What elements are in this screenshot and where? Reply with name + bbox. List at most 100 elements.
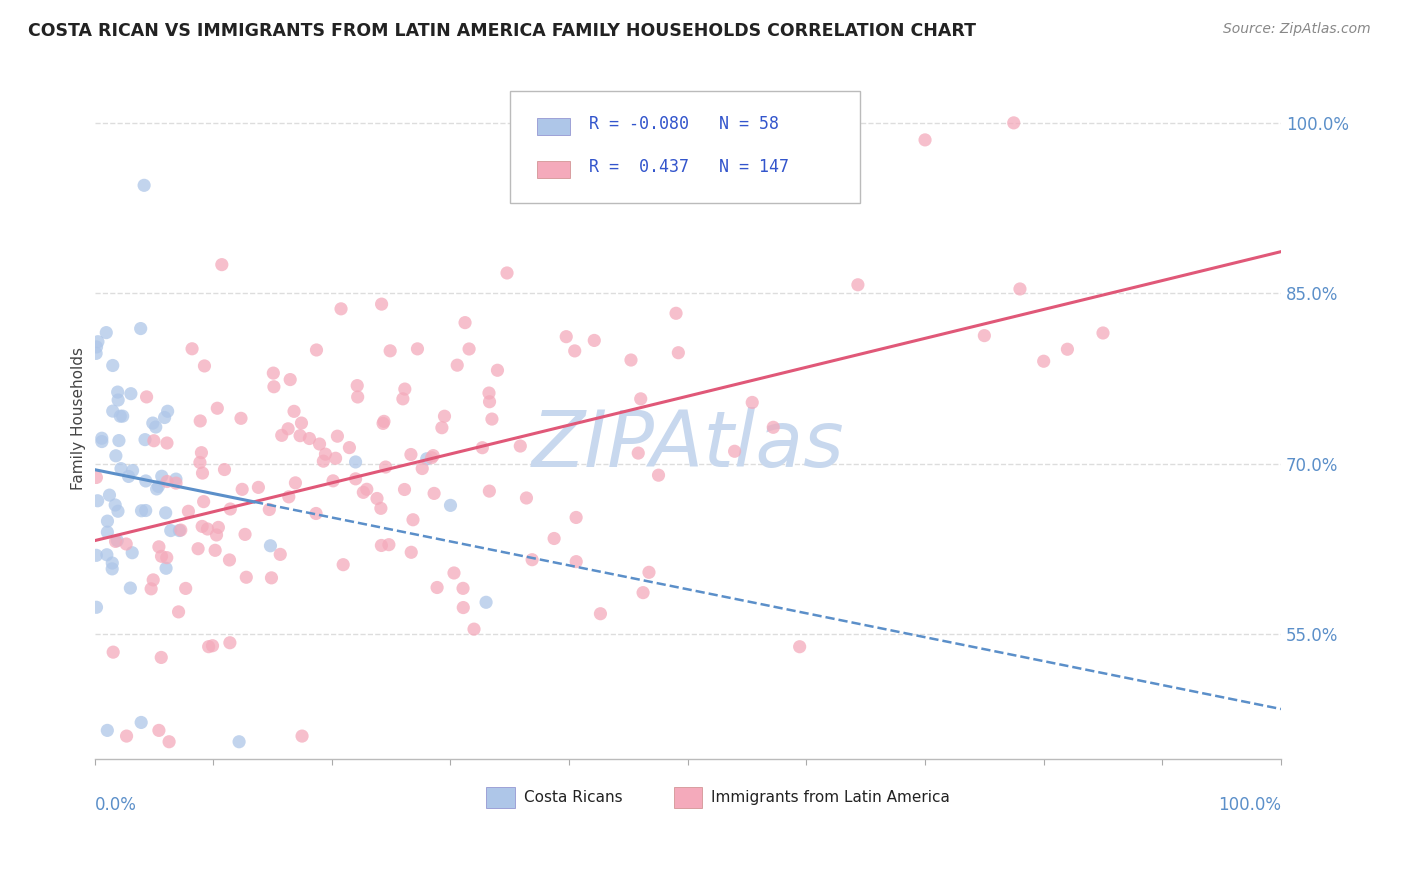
- Point: [197, 640, 219, 654]
- Point: [86, 470, 108, 484]
- Point: [155, 506, 177, 520]
- Point: [789, 640, 811, 654]
- Point: [399, 448, 422, 462]
- Point: [177, 504, 200, 518]
- Point: [108, 434, 131, 448]
- Point: [96, 514, 118, 528]
- Point: [233, 527, 256, 541]
- Point: [90, 431, 112, 445]
- Point: [214, 462, 236, 476]
- Point: [290, 416, 312, 430]
- Point: [204, 543, 226, 558]
- Point: [101, 645, 124, 659]
- Point: [1091, 326, 1114, 340]
- Point: [520, 552, 543, 566]
- Point: [262, 366, 284, 380]
- Point: [392, 392, 415, 406]
- Point: [142, 573, 165, 587]
- Point: [129, 321, 152, 335]
- Point: [153, 410, 176, 425]
- Point: [188, 414, 211, 428]
- Point: [695, 145, 717, 159]
- Point: [371, 417, 394, 431]
- Point: [565, 510, 588, 524]
- Point: [197, 522, 219, 536]
- Point: [638, 566, 661, 580]
- Point: [219, 502, 242, 516]
- Point: [352, 485, 374, 500]
- Point: [446, 358, 468, 372]
- Point: [96, 326, 118, 340]
- Point: [284, 475, 307, 490]
- Point: [443, 566, 465, 580]
- Point: [150, 650, 173, 665]
- Point: [218, 553, 240, 567]
- Point: [235, 570, 257, 584]
- Point: [156, 404, 179, 418]
- Text: R = -0.080   N = 58: R = -0.080 N = 58: [589, 115, 779, 134]
- Y-axis label: Family Households: Family Households: [72, 347, 86, 490]
- Point: [165, 472, 187, 486]
- Point: [620, 353, 643, 368]
- Point: [631, 585, 654, 599]
- Point: [121, 546, 143, 560]
- Point: [107, 392, 129, 407]
- Point: [190, 445, 212, 459]
- Point: [104, 534, 127, 549]
- Point: [344, 472, 367, 486]
- FancyBboxPatch shape: [486, 788, 515, 808]
- Point: [475, 595, 498, 609]
- Point: [762, 420, 785, 434]
- Point: [846, 277, 869, 292]
- Point: [356, 483, 378, 497]
- Point: [402, 513, 425, 527]
- Point: [322, 474, 344, 488]
- Point: [104, 498, 127, 512]
- Point: [647, 468, 669, 483]
- Point: [346, 378, 368, 392]
- FancyBboxPatch shape: [673, 788, 702, 808]
- Point: [101, 556, 124, 570]
- FancyBboxPatch shape: [537, 118, 571, 136]
- Point: [288, 428, 311, 442]
- Point: [156, 436, 179, 450]
- Point: [98, 488, 121, 502]
- Point: [191, 466, 214, 480]
- Point: [107, 385, 129, 400]
- Point: [135, 503, 157, 517]
- Point: [463, 622, 485, 636]
- Point: [170, 523, 193, 537]
- Point: [394, 483, 416, 497]
- Point: [278, 373, 301, 387]
- Point: [148, 723, 170, 738]
- Point: [150, 469, 173, 483]
- Point: [366, 491, 388, 506]
- Text: ZIPAtlas: ZIPAtlas: [531, 408, 844, 483]
- Point: [478, 394, 501, 409]
- Point: [101, 562, 124, 576]
- Point: [159, 524, 181, 538]
- Point: [458, 342, 481, 356]
- Point: [430, 421, 453, 435]
- Point: [439, 499, 461, 513]
- Point: [96, 548, 118, 562]
- Point: [207, 401, 229, 416]
- Point: [478, 386, 501, 401]
- Point: [330, 301, 353, 316]
- Point: [298, 432, 321, 446]
- Point: [135, 474, 157, 488]
- Point: [486, 363, 509, 377]
- Point: [373, 414, 395, 428]
- Point: [260, 571, 283, 585]
- Point: [139, 582, 162, 596]
- Point: [283, 404, 305, 418]
- Point: [174, 582, 197, 596]
- Point: [370, 539, 392, 553]
- Point: [229, 411, 252, 425]
- Point: [148, 479, 170, 493]
- Point: [332, 558, 354, 572]
- Point: [416, 451, 439, 466]
- Point: [277, 422, 299, 436]
- Point: [1056, 343, 1078, 357]
- Point: [145, 420, 167, 434]
